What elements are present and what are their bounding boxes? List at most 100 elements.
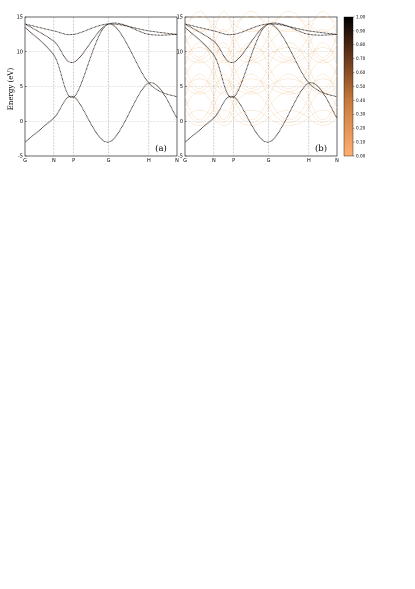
y-tick-label: 0	[180, 119, 183, 125]
panel-label: (b)	[315, 143, 327, 154]
y-tick-label: -5	[178, 154, 183, 160]
unfolded-band-arc	[268, 74, 310, 98]
unfolded-band-arc	[268, 75, 310, 92]
unfolded-band-arc	[233, 11, 269, 35]
unfolded-band-arc	[184, 91, 215, 108]
unfolded-band-arc	[268, 34, 310, 58]
unfolded-band-arc	[233, 107, 269, 123]
unfolded-band-arc	[308, 47, 338, 56]
colorbar-tick-label: 1.00	[356, 14, 366, 19]
unfolded-band-arc	[233, 96, 269, 120]
band-line	[24, 82, 178, 143]
unfolded-band-arc	[268, 23, 310, 32]
unfolded-band-arc	[184, 65, 215, 89]
unfolded-band-arc	[213, 74, 234, 97]
y-tick-label: 10	[177, 49, 183, 55]
unfolded-band-arc	[233, 86, 269, 95]
x-tick-label: H	[307, 158, 311, 164]
unfolded-band-arc	[268, 117, 310, 126]
unfolded-band-arc	[308, 55, 338, 64]
band-line	[184, 22, 338, 63]
y-axis-label: Energy (eV)	[7, 68, 15, 111]
unfolded-band-arc	[233, 74, 269, 98]
unfolded-band-arc	[308, 91, 338, 108]
colorbar-tick-label: 0.50	[356, 84, 366, 89]
unfolded-band-arc	[308, 109, 338, 118]
panel-a: -5 0 5 10 15 G N P G H N (a)	[17, 15, 180, 164]
unfolded-band-arc	[268, 42, 310, 66]
band-line	[24, 23, 178, 98]
y-tick-label: 10	[17, 49, 23, 55]
unfolded-band-arc	[233, 23, 269, 32]
colorbar-tick-label: 0.90	[356, 28, 366, 33]
unfolded-band-arc	[308, 11, 338, 35]
unfolded-band-arc	[268, 86, 310, 95]
unfolded-band-arc	[213, 76, 234, 92]
unfolded-band-arc	[268, 96, 310, 120]
x-tick-label: N	[52, 158, 56, 164]
unfolded-band-arc	[233, 29, 269, 45]
band-line	[184, 82, 338, 143]
unfolded-band-arc	[308, 75, 338, 92]
unfolded-band-arc	[233, 75, 269, 92]
unfolded-band-arc	[268, 44, 310, 61]
unfolded-band-arc	[213, 60, 234, 77]
x-tick-label: N	[175, 158, 179, 164]
unfolded-band-arc	[184, 109, 215, 118]
unfolded-band-arc	[308, 60, 338, 77]
unfolded-band-arc	[308, 96, 338, 120]
y-tick-label: 5	[180, 84, 183, 90]
unfolded-band-arc	[268, 16, 310, 25]
unfolded-band-arc	[268, 55, 310, 64]
unfolded-band-arc	[233, 78, 269, 87]
unfolded-band-arc	[308, 78, 338, 87]
unfolded-band-arc	[184, 60, 215, 77]
unfolded-band-arc	[233, 109, 269, 118]
unfolded-band-arc	[233, 44, 269, 61]
unfolded-band-arc	[233, 42, 269, 66]
unfolded-band-arc	[233, 16, 269, 25]
y-tick-label: 5	[20, 84, 23, 90]
panel-label: (a)	[155, 143, 167, 154]
unfolded-band-arc	[268, 65, 310, 89]
unfolded-band-arc	[268, 109, 310, 118]
band-line	[184, 23, 338, 98]
unfolded-band-arc	[184, 78, 215, 87]
unfolded-band-arc	[184, 47, 215, 56]
unfolded-band-arc	[268, 47, 310, 56]
y-tick-label: 15	[17, 15, 23, 21]
unfolded-band-arc	[213, 47, 234, 56]
unfolded-band-arc	[233, 34, 269, 58]
unfolded-band-arc	[308, 23, 338, 32]
y-tick-label: 0	[20, 119, 23, 125]
unfolded-band-arc	[213, 91, 234, 108]
unfolded-band-arc	[184, 117, 215, 126]
unfolded-band-arc	[213, 117, 234, 126]
unfolded-band-arc	[213, 55, 234, 64]
unfolded-band-arc	[213, 29, 234, 45]
colorbar-tick-label: 0.30	[356, 112, 366, 117]
unfolded-band-arc	[213, 42, 234, 66]
band-line	[24, 23, 178, 36]
x-tick-label: P	[232, 158, 235, 164]
unfolded-band-arc	[268, 107, 310, 123]
unfolded-band-arc	[308, 16, 338, 25]
unfolded-band-arc	[213, 11, 234, 35]
unfolded-band-arc	[213, 34, 234, 58]
x-tick-label: G	[23, 158, 27, 164]
unfolded-band-arc	[308, 34, 338, 58]
colorbar-tick-label: 0.40	[356, 98, 366, 103]
unfolded-band-arc	[213, 16, 234, 25]
unfolded-band-arc	[213, 96, 234, 120]
unfolded-band-arc	[184, 55, 215, 64]
band-line	[184, 23, 338, 36]
unfolded-band-arc	[213, 107, 234, 123]
unfolded-band-arc	[233, 60, 269, 77]
unfolded-band-arc	[308, 29, 338, 45]
unfolded-band-arc	[184, 86, 215, 95]
unfolded-band-arc	[184, 34, 215, 58]
unfolded-band-arc	[233, 65, 269, 89]
unfolded-band-arc	[184, 29, 215, 45]
